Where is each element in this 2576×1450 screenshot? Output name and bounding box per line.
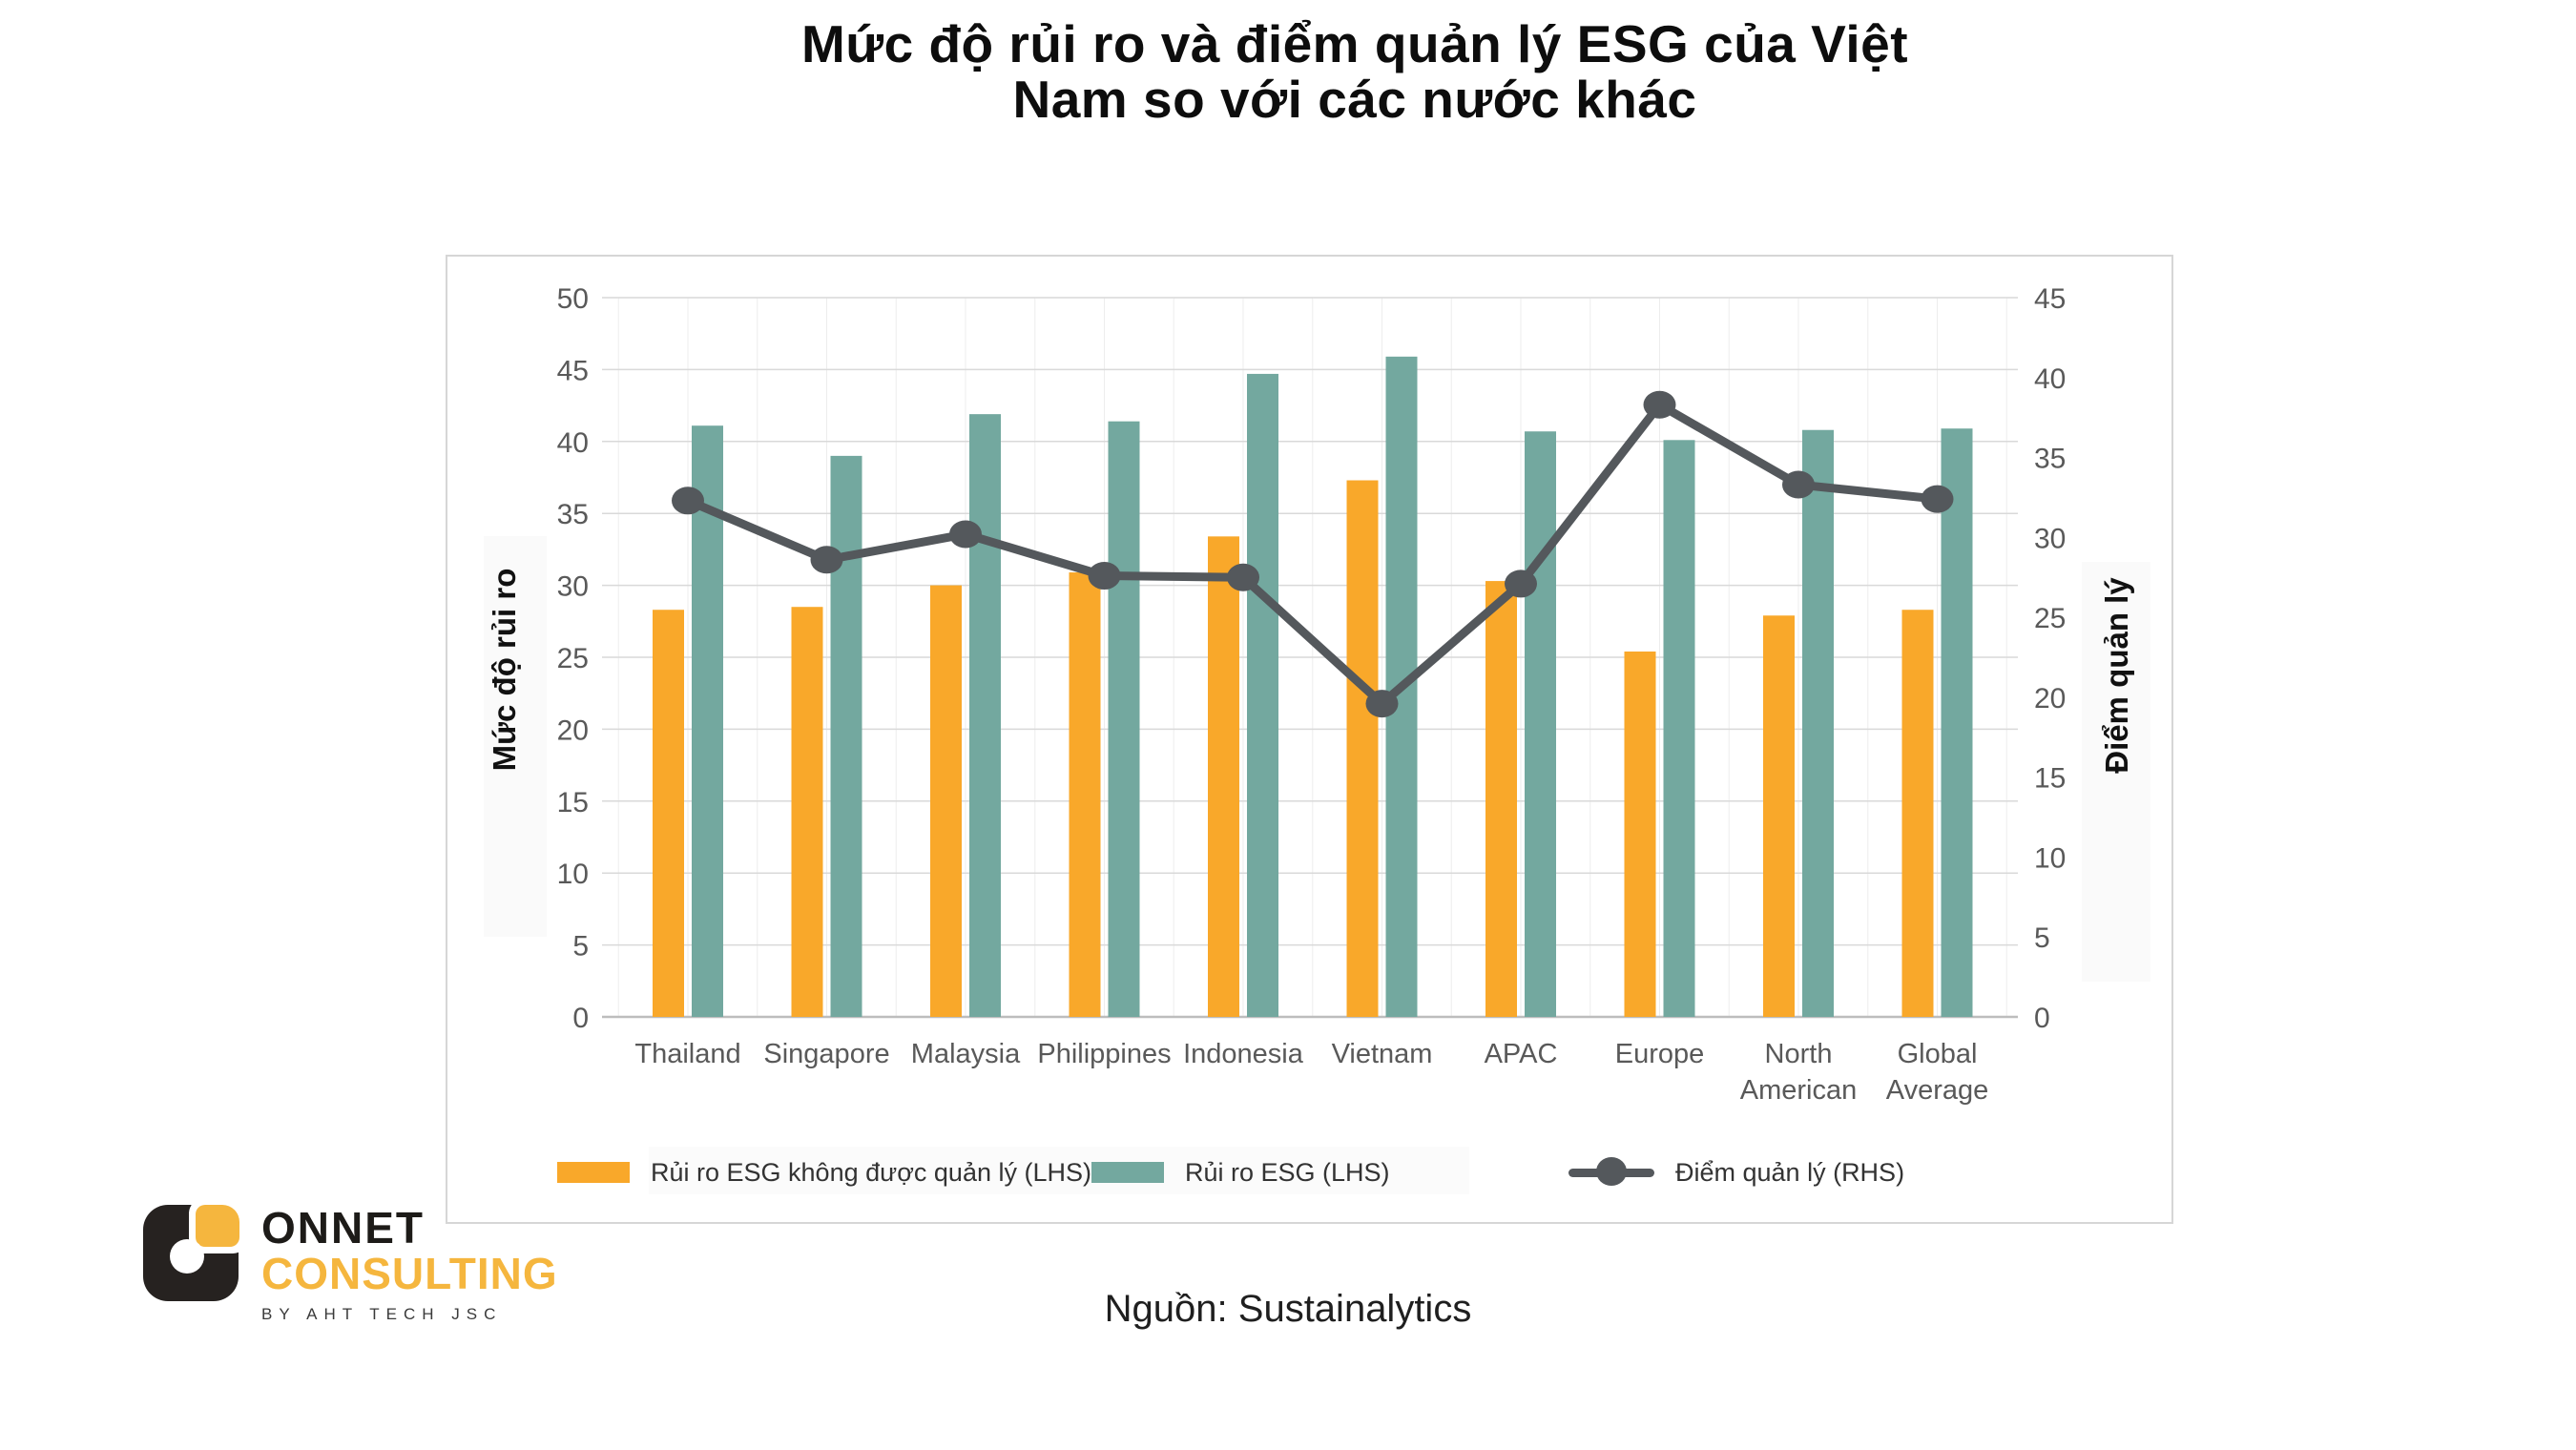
logo-brand-name: ONNET — [261, 1203, 425, 1253]
management-score-point — [1921, 485, 1954, 513]
management-score-point — [672, 487, 704, 515]
bar-esg-risk — [1941, 428, 1973, 1017]
chart-title-line1: Mức độ rủi ro và điểm quản lý ESG của Vi… — [800, 14, 1909, 73]
bar-unmanaged-risk — [1069, 572, 1101, 1017]
management-score-point — [1365, 690, 1399, 718]
management-score-point — [1643, 390, 1676, 419]
svg-text:0: 0 — [2034, 1003, 2050, 1034]
category-label: Europe — [1615, 1039, 1705, 1069]
management-score-line — [672, 390, 1954, 718]
left-axis-title-backdrop — [484, 536, 547, 937]
category-label: Philippines — [1037, 1039, 1171, 1069]
management-line-marker-icon — [1568, 1156, 1654, 1189]
svg-text:10: 10 — [557, 859, 589, 890]
svg-text:15: 15 — [557, 787, 589, 818]
svg-text:45: 45 — [557, 355, 589, 386]
bar-unmanaged-risk — [930, 585, 962, 1017]
logo-brand-subname: CONSULTING — [261, 1249, 558, 1298]
logo-yellow-square — [196, 1205, 239, 1247]
category-label: American — [1740, 1075, 1858, 1106]
left-axis-title: Mức độ rủi ro — [487, 568, 522, 772]
bar-unmanaged-risk — [1208, 536, 1239, 1017]
bar-unmanaged-risk — [1901, 610, 1934, 1017]
svg-text:25: 25 — [2034, 603, 2066, 634]
category-label: Singapore — [763, 1039, 889, 1069]
svg-text:20: 20 — [2034, 683, 2066, 715]
right-axis-title-backdrop — [2082, 562, 2150, 982]
svg-text:45: 45 — [2034, 283, 2066, 315]
svg-text:30: 30 — [2034, 523, 2066, 554]
legend-item-management-score: Điểm quản lý (RHS) — [1568, 1156, 1904, 1189]
management-score-point — [810, 546, 843, 574]
onnet-consulting-logo: ONNET CONSULTING BY AHT TECH JSC — [143, 1198, 558, 1324]
svg-text:0: 0 — [572, 1003, 589, 1034]
chart-card: 0 5 10 15 20 25 30 35 40 45 50 0 5 10 15 20 25 30 35 40 45 Th… — [446, 255, 2173, 1224]
bar-unmanaged-risk — [791, 607, 823, 1017]
chart-title-line2: Nam so với các nước khác — [1012, 69, 1697, 129]
unmanaged-risk-swatch — [557, 1162, 630, 1183]
svg-text:30: 30 — [557, 571, 589, 603]
category-label: APAC — [1485, 1039, 1558, 1069]
legend-label-esg-risk: Rủi ro ESG (LHS) — [1185, 1157, 1390, 1187]
bar-esg-risk — [1802, 429, 1834, 1018]
bar-esg-risk — [969, 414, 1001, 1017]
bar-unmanaged-risk — [653, 610, 684, 1017]
logo-tagline: BY AHT TECH JSC — [261, 1305, 503, 1323]
svg-text:20: 20 — [557, 715, 589, 746]
category-label: Average — [1886, 1075, 1989, 1106]
category-label: Thailand — [634, 1039, 740, 1069]
legend-item-esg-risk: Rủi ro ESG (LHS) — [1091, 1156, 1390, 1189]
svg-text:40: 40 — [2034, 363, 2066, 395]
bar-unmanaged-risk — [1624, 651, 1656, 1017]
right-axis-tick-labels: 0 5 10 15 20 25 30 35 40 45 — [2034, 283, 2066, 1034]
svg-text:25: 25 — [557, 643, 589, 674]
category-axis-labels: Thailand Singapore Malaysia Philippines Indo… — [634, 1039, 1988, 1106]
right-axis-title: Điểm quản lý — [2099, 577, 2134, 774]
logo-circle-notch — [170, 1239, 204, 1274]
bar-esg-risk — [1663, 440, 1695, 1017]
svg-text:40: 40 — [557, 427, 589, 459]
svg-text:5: 5 — [2034, 922, 2050, 954]
category-label: Indonesia — [1183, 1039, 1304, 1069]
svg-text:35: 35 — [557, 499, 589, 530]
svg-text:5: 5 — [572, 931, 589, 963]
bar-esg-risk — [692, 425, 723, 1017]
svg-text:15: 15 — [2034, 763, 2066, 795]
legend-label-management-score: Điểm quản lý (RHS) — [1675, 1157, 1905, 1187]
bar-esg-risk — [830, 455, 862, 1017]
category-label: Malaysia — [911, 1039, 1021, 1069]
management-score-point — [1505, 570, 1537, 598]
svg-text:10: 10 — [2034, 842, 2066, 874]
management-score-point — [949, 520, 982, 549]
bar-esg-risk — [1525, 431, 1556, 1017]
svg-text:35: 35 — [2034, 444, 2066, 475]
management-score-point — [1088, 562, 1121, 590]
left-axis-tick-labels: 0 5 10 15 20 25 30 35 40 45 50 — [557, 283, 589, 1034]
svg-text:50: 50 — [557, 283, 589, 315]
bar-esg-risk — [1108, 421, 1140, 1017]
bar-unmanaged-risk — [1346, 480, 1379, 1017]
chart-title: Mức độ rủi ro và điểm quản lý ESG của Vi… — [267, 14, 2442, 129]
category-label: Vietnam — [1332, 1039, 1433, 1069]
legend-backdrop — [649, 1147, 1469, 1194]
esg-risk-swatch — [1091, 1162, 1164, 1183]
logo-text: ONNET CONSULTING BY AHT TECH JSC — [261, 1204, 558, 1324]
management-score-point — [1227, 563, 1259, 591]
onnet-logo-icon — [143, 1198, 248, 1303]
category-label: North — [1765, 1039, 1833, 1069]
bar-unmanaged-risk — [1763, 615, 1795, 1017]
legend-item-unmanaged-risk: Rủi ro ESG không được quản lý (LHS) — [557, 1156, 1091, 1189]
legend-label-unmanaged-risk: Rủi ro ESG không được quản lý (LHS) — [651, 1157, 1091, 1187]
source-caption: Nguồn: Sustainalytics — [1104, 1288, 1472, 1330]
bar-series — [653, 356, 1973, 1018]
bar-unmanaged-risk — [1485, 581, 1517, 1017]
esg-risk-management-chart: 0 5 10 15 20 25 30 35 40 45 50 0 5 10 15 20 25 30 35 40 45 Th… — [557, 283, 2067, 1106]
category-label: Global — [1898, 1039, 1978, 1069]
management-score-point — [1782, 470, 1815, 499]
bar-esg-risk — [1247, 373, 1278, 1017]
